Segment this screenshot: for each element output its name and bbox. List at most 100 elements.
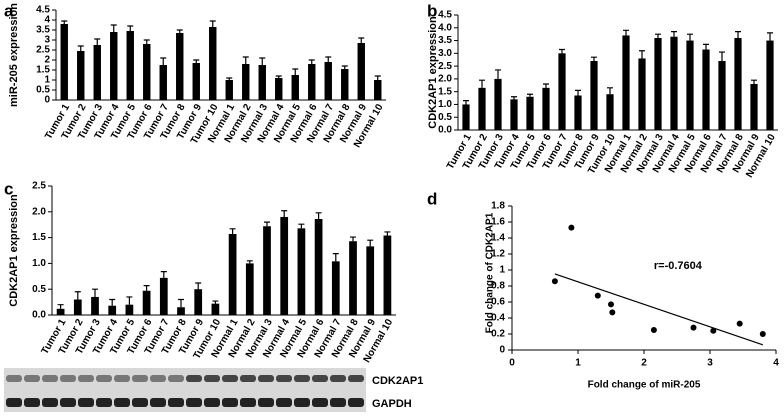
bar [702, 49, 710, 130]
bar [654, 38, 662, 130]
error-bar [559, 48, 565, 54]
bar [91, 296, 99, 315]
point [736, 320, 743, 327]
point [690, 324, 697, 331]
bar [542, 87, 550, 130]
y-tick-label: 1.2 [491, 249, 505, 260]
y-tick-label: 4 [44, 15, 50, 26]
x-tick-label: 4 [773, 358, 779, 369]
panel-letter: d [427, 189, 437, 208]
blot-band [312, 398, 328, 407]
bar [510, 99, 518, 130]
error-bar [719, 51, 725, 61]
error-bar [341, 65, 348, 69]
blot-band [204, 375, 220, 382]
blot-band [78, 375, 94, 382]
error-bar [358, 37, 365, 43]
bar [670, 36, 678, 130]
blot-band [276, 375, 292, 382]
error-bar [292, 68, 299, 75]
error-bar [511, 96, 517, 100]
bar [606, 94, 614, 130]
error-bar [160, 271, 167, 278]
point [568, 224, 575, 231]
error-bar [178, 298, 184, 308]
bar [176, 33, 184, 100]
blot-band [348, 398, 364, 407]
y-tick-label: 0.0 [32, 310, 46, 321]
bar [766, 40, 774, 130]
bar [291, 75, 299, 100]
y-axis-label: CDK2AP1 expression [8, 194, 20, 307]
blot-band [96, 398, 112, 407]
point [594, 292, 601, 299]
bar [383, 235, 392, 315]
bar [622, 35, 630, 130]
blot-band [24, 398, 40, 407]
error-bar [479, 79, 485, 88]
error-bar [229, 228, 236, 234]
y-tick-label: 1.0 [32, 258, 46, 269]
y-tick-label: 2.0 [32, 206, 46, 217]
bar [263, 226, 271, 315]
bar [192, 63, 200, 100]
point [551, 278, 558, 285]
error-bar [298, 223, 305, 229]
y-tick-label: 1.4 [491, 233, 505, 244]
bar [297, 228, 306, 315]
blot-band [96, 375, 112, 382]
x-tick-label: 2 [641, 358, 647, 369]
blot-band [312, 375, 328, 382]
bar [73, 299, 82, 315]
point [608, 301, 614, 308]
y-tick-label: 0 [44, 95, 50, 106]
error-bar [463, 100, 469, 105]
blot-band [240, 398, 256, 407]
error-bar [264, 221, 270, 227]
error-bar [735, 31, 741, 38]
bar [478, 87, 486, 130]
y-axis-label: Fold change of CDK2AP1 [485, 212, 496, 333]
bar [280, 216, 289, 315]
y-tick-label: 3.0 [438, 48, 452, 59]
y-tick-label: 2.5 [438, 61, 452, 72]
y-tick-label: 2 [44, 55, 50, 66]
y-tick-label: 0.8 [491, 281, 505, 292]
blot-band [330, 398, 346, 407]
error-bar [374, 75, 381, 80]
error-bar [259, 57, 266, 65]
y-tick-label: 0.4 [491, 313, 505, 324]
y-tick-label: 4.5 [438, 10, 452, 21]
error-bar [74, 291, 81, 300]
bar [110, 32, 118, 100]
y-tick-label: 0.2 [491, 329, 505, 340]
blot-band [114, 398, 130, 407]
bar [209, 27, 217, 100]
bar [526, 96, 534, 130]
bar [314, 219, 323, 315]
error-bar [143, 39, 150, 44]
blot-band [276, 398, 292, 407]
error-bar [367, 239, 374, 247]
bar [324, 62, 332, 100]
y-tick-label: 0.0 [438, 125, 452, 136]
bar [462, 104, 470, 130]
bar [638, 58, 646, 130]
blot-band [294, 398, 310, 407]
error-bar [623, 29, 629, 36]
bar [56, 308, 65, 315]
error-bar [110, 24, 117, 32]
error-bar [212, 300, 219, 304]
bar [341, 69, 349, 100]
bar [142, 290, 151, 315]
blot-label: GAPDH [372, 398, 412, 410]
annotation: r=-0.7604 [654, 260, 703, 272]
bar [93, 45, 101, 100]
bar [558, 53, 566, 131]
error-bar [308, 59, 315, 64]
bar [194, 289, 203, 315]
y-tick-label: 2.5 [36, 45, 50, 56]
y-tick-label: 1.6 [491, 217, 505, 228]
point [759, 331, 766, 337]
blot-band [60, 375, 76, 382]
